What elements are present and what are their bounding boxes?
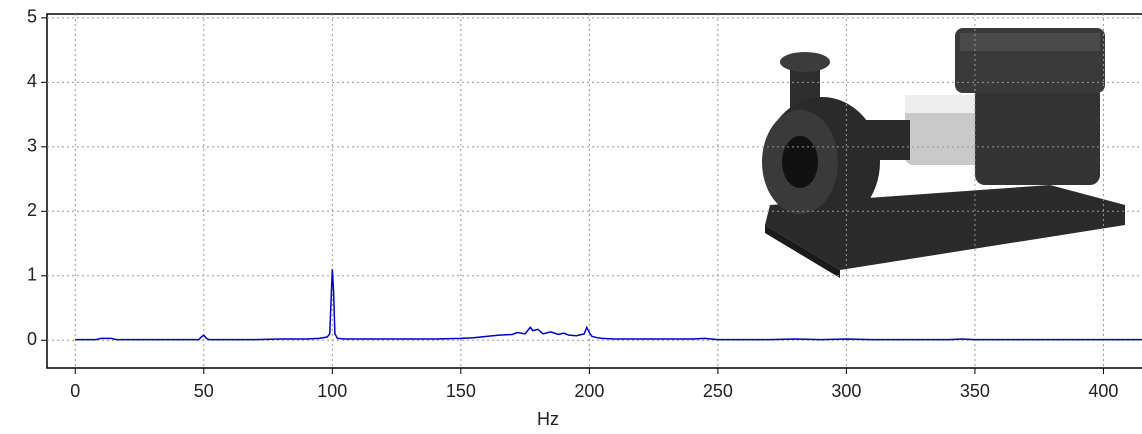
spectrum-line	[75, 269, 1142, 339]
x-tick-label: 100	[317, 381, 347, 401]
y-tick-label: 3	[27, 136, 37, 156]
x-tick-label: 250	[703, 381, 733, 401]
y-tick-label: 1	[27, 265, 37, 285]
page: {"chart_data": {"type": "line", "x_label…	[0, 0, 1142, 434]
chart: Hz 012345050100150200250300350400	[0, 0, 1142, 434]
x-tick-label: 350	[960, 381, 990, 401]
x-axis-label: Hz	[537, 409, 559, 429]
y-tick-label: 4	[27, 71, 37, 91]
y-tick-label: 2	[27, 200, 37, 220]
x-tick-label: 150	[446, 381, 476, 401]
x-tick-label: 0	[70, 381, 80, 401]
x-tick-label: 200	[574, 381, 604, 401]
x-tick-label: 300	[831, 381, 861, 401]
y-tick-label: 0	[27, 329, 37, 349]
y-tick-label: 5	[27, 7, 37, 27]
x-tick-label: 50	[194, 381, 214, 401]
pump-illustration	[762, 28, 1125, 278]
x-tick-label: 400	[1088, 381, 1118, 401]
